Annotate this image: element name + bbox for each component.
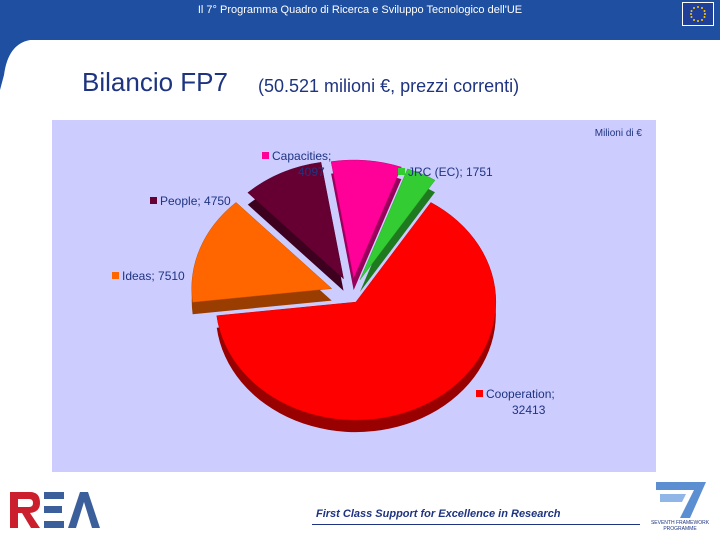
swatch-cooperation — [476, 390, 483, 397]
chart-area: Milioni di € Capacities; 4097 JRC (EC); … — [52, 120, 656, 472]
slice-label-capacities: Capacities; 4097 — [262, 148, 331, 180]
pie-slice-jrc-ec- — [359, 168, 436, 280]
swatch-people — [150, 197, 157, 204]
pie-slice-side-jrc-ec- — [359, 180, 435, 292]
header-band — [0, 0, 720, 30]
fp7-logo — [656, 482, 706, 518]
swatch-jrc — [398, 168, 405, 175]
tagline-underline — [312, 524, 640, 525]
slice-label-cooperation: Cooperation; 32413 — [476, 386, 555, 418]
slice-label-ideas: Ideas; 7510 — [112, 268, 185, 284]
swatch-ideas — [112, 272, 119, 279]
fp7-logo-text: SEVENTH FRAMEWORK PROGRAMME — [650, 520, 710, 532]
pie-slice-capacities — [330, 159, 402, 279]
slice-label-people: People; 4750 — [150, 193, 231, 209]
slide-subtitle: (50.521 milioni €, prezzi correnti) — [258, 76, 520, 96]
pie-chart — [191, 159, 497, 433]
pie-slice-people — [247, 162, 344, 280]
eu-flag-icon — [682, 2, 714, 26]
pie-slice-ideas — [191, 202, 333, 303]
chart-unit-label: Milioni di € — [594, 128, 642, 139]
rea-logo — [10, 492, 100, 528]
swatch-capacities — [262, 152, 269, 159]
header-text: Il 7° Programma Quadro di Ricerca e Svil… — [197, 4, 523, 16]
footer-tagline: First Class Support for Excellence in Re… — [316, 508, 561, 520]
slide-title: Bilancio FP7 — [82, 67, 228, 97]
slice-label-jrc: JRC (EC); 1751 — [398, 164, 493, 180]
pie-slice-cooperation — [216, 202, 497, 421]
